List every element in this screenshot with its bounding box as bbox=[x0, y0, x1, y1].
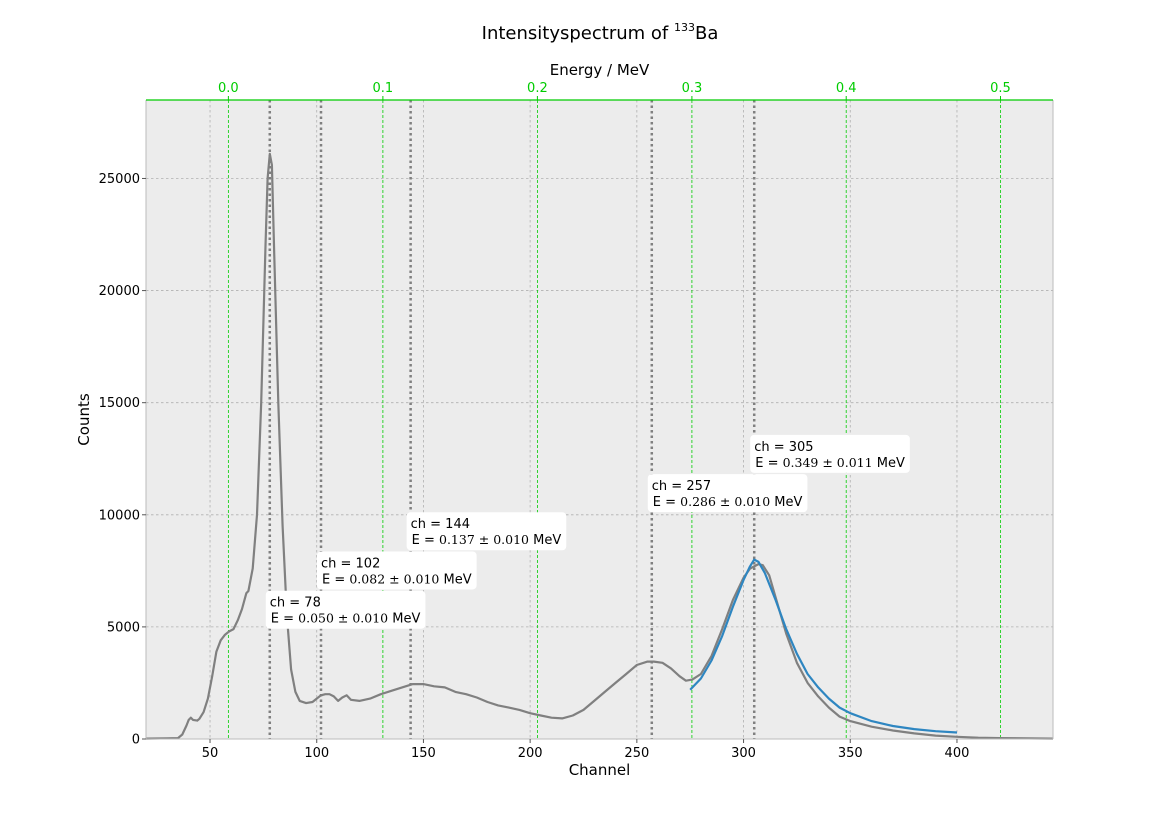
title-superscript: 133 bbox=[674, 21, 695, 34]
x-tick-label: 400 bbox=[945, 746, 970, 761]
annotation-energy-text: E = 0.082 ± 0.010 MeV bbox=[322, 571, 472, 587]
annotation-channel-text: ch = 305 bbox=[754, 440, 813, 455]
energy-tick-label: 0.4 bbox=[836, 81, 857, 96]
peak-annotation: ch = 78E = 0.050 ± 0.010 MeV bbox=[265, 590, 426, 629]
x-tick-label: 300 bbox=[731, 746, 756, 761]
chart-title-text: Intensityspectrum of 133Ba bbox=[482, 21, 719, 44]
annotation-energy-unit: MeV bbox=[439, 572, 471, 587]
x-axis-label: Channel bbox=[569, 761, 631, 779]
y-tick-label: 10000 bbox=[99, 508, 140, 523]
title-main: Intensityspectrum of bbox=[482, 23, 674, 44]
axis-ticks: 50 100 150 200 250 300 350 400 0 5000 10000 15000 20… bbox=[99, 81, 1011, 761]
annotation-energy-text: E = 0.349 ± 0.011 MeV bbox=[755, 455, 905, 471]
x-tick-label: 50 bbox=[202, 746, 219, 761]
y-tick-label: 20000 bbox=[99, 284, 140, 299]
plot-area bbox=[146, 100, 1053, 739]
annotation-energy-unit: MeV bbox=[873, 456, 905, 471]
annotation-channel-text: ch = 102 bbox=[321, 556, 380, 571]
peak-markers bbox=[268, 100, 756, 739]
energy-tick-label: 0.3 bbox=[682, 81, 703, 96]
annotation-channel-text: ch = 78 bbox=[270, 596, 321, 611]
x-tick-label: 250 bbox=[624, 746, 649, 761]
annotation-energy-value: 0.050 ± 0.010 bbox=[298, 611, 388, 626]
energy-tick-label: 0.1 bbox=[373, 81, 394, 96]
chart-title: Intensityspectrum of 133Ba bbox=[482, 21, 719, 44]
annotation-energy-prefix: E = bbox=[412, 533, 439, 548]
x-tick-label: 100 bbox=[304, 746, 329, 761]
annotation-energy-value: 0.349 ± 0.011 bbox=[783, 455, 873, 470]
energy-axis-label: Energy / MeV bbox=[550, 61, 650, 79]
data-series bbox=[145, 152, 1054, 740]
energy-tick-label: 0.5 bbox=[990, 81, 1011, 96]
x-tick-label: 350 bbox=[838, 746, 863, 761]
annotation-box bbox=[750, 434, 910, 473]
annotation-channel-text: ch = 257 bbox=[652, 479, 711, 494]
y-tick-label: 25000 bbox=[99, 172, 140, 187]
title-element: Ba bbox=[695, 23, 718, 44]
annotation-channel-text: ch = 144 bbox=[411, 517, 470, 532]
annotation-energy-prefix: E = bbox=[653, 495, 680, 510]
annotation-energy-text: E = 0.050 ± 0.010 MeV bbox=[271, 611, 421, 627]
annotation-energy-unit: MeV bbox=[388, 612, 420, 627]
energy-tick-label: 0.0 bbox=[218, 81, 239, 96]
energy-tick-label: 0.2 bbox=[527, 81, 548, 96]
annotation-energy-value: 0.137 ± 0.010 bbox=[439, 532, 529, 547]
annotation-energy-prefix: E = bbox=[755, 456, 782, 471]
x-tick-label: 200 bbox=[518, 746, 543, 761]
y-tick-label: 15000 bbox=[99, 396, 140, 411]
y-tick-label: 0 bbox=[132, 733, 140, 748]
annotation-energy-text: E = 0.286 ± 0.010 MeV bbox=[653, 494, 803, 510]
annotation-box bbox=[406, 512, 567, 551]
annotation-box bbox=[316, 551, 477, 590]
annotation-box bbox=[647, 474, 808, 513]
x-tick-label: 150 bbox=[411, 746, 436, 761]
annotation-energy-prefix: E = bbox=[322, 572, 349, 587]
fit-curve-line bbox=[689, 558, 958, 734]
y-axis-label: Counts bbox=[75, 393, 93, 446]
annotation-energy-prefix: E = bbox=[271, 612, 298, 627]
annotation-energy-value: 0.082 ± 0.010 bbox=[349, 571, 439, 586]
annotation-energy-value: 0.286 ± 0.010 bbox=[680, 494, 770, 509]
y-tick-label: 5000 bbox=[107, 620, 140, 635]
annotation-box bbox=[265, 590, 426, 629]
axes-frame bbox=[145, 99, 1054, 740]
annotation-energy-unit: MeV bbox=[529, 533, 561, 548]
annotation-energy-text: E = 0.137 ± 0.010 MeV bbox=[412, 532, 562, 548]
annotation-energy-unit: MeV bbox=[770, 495, 802, 510]
